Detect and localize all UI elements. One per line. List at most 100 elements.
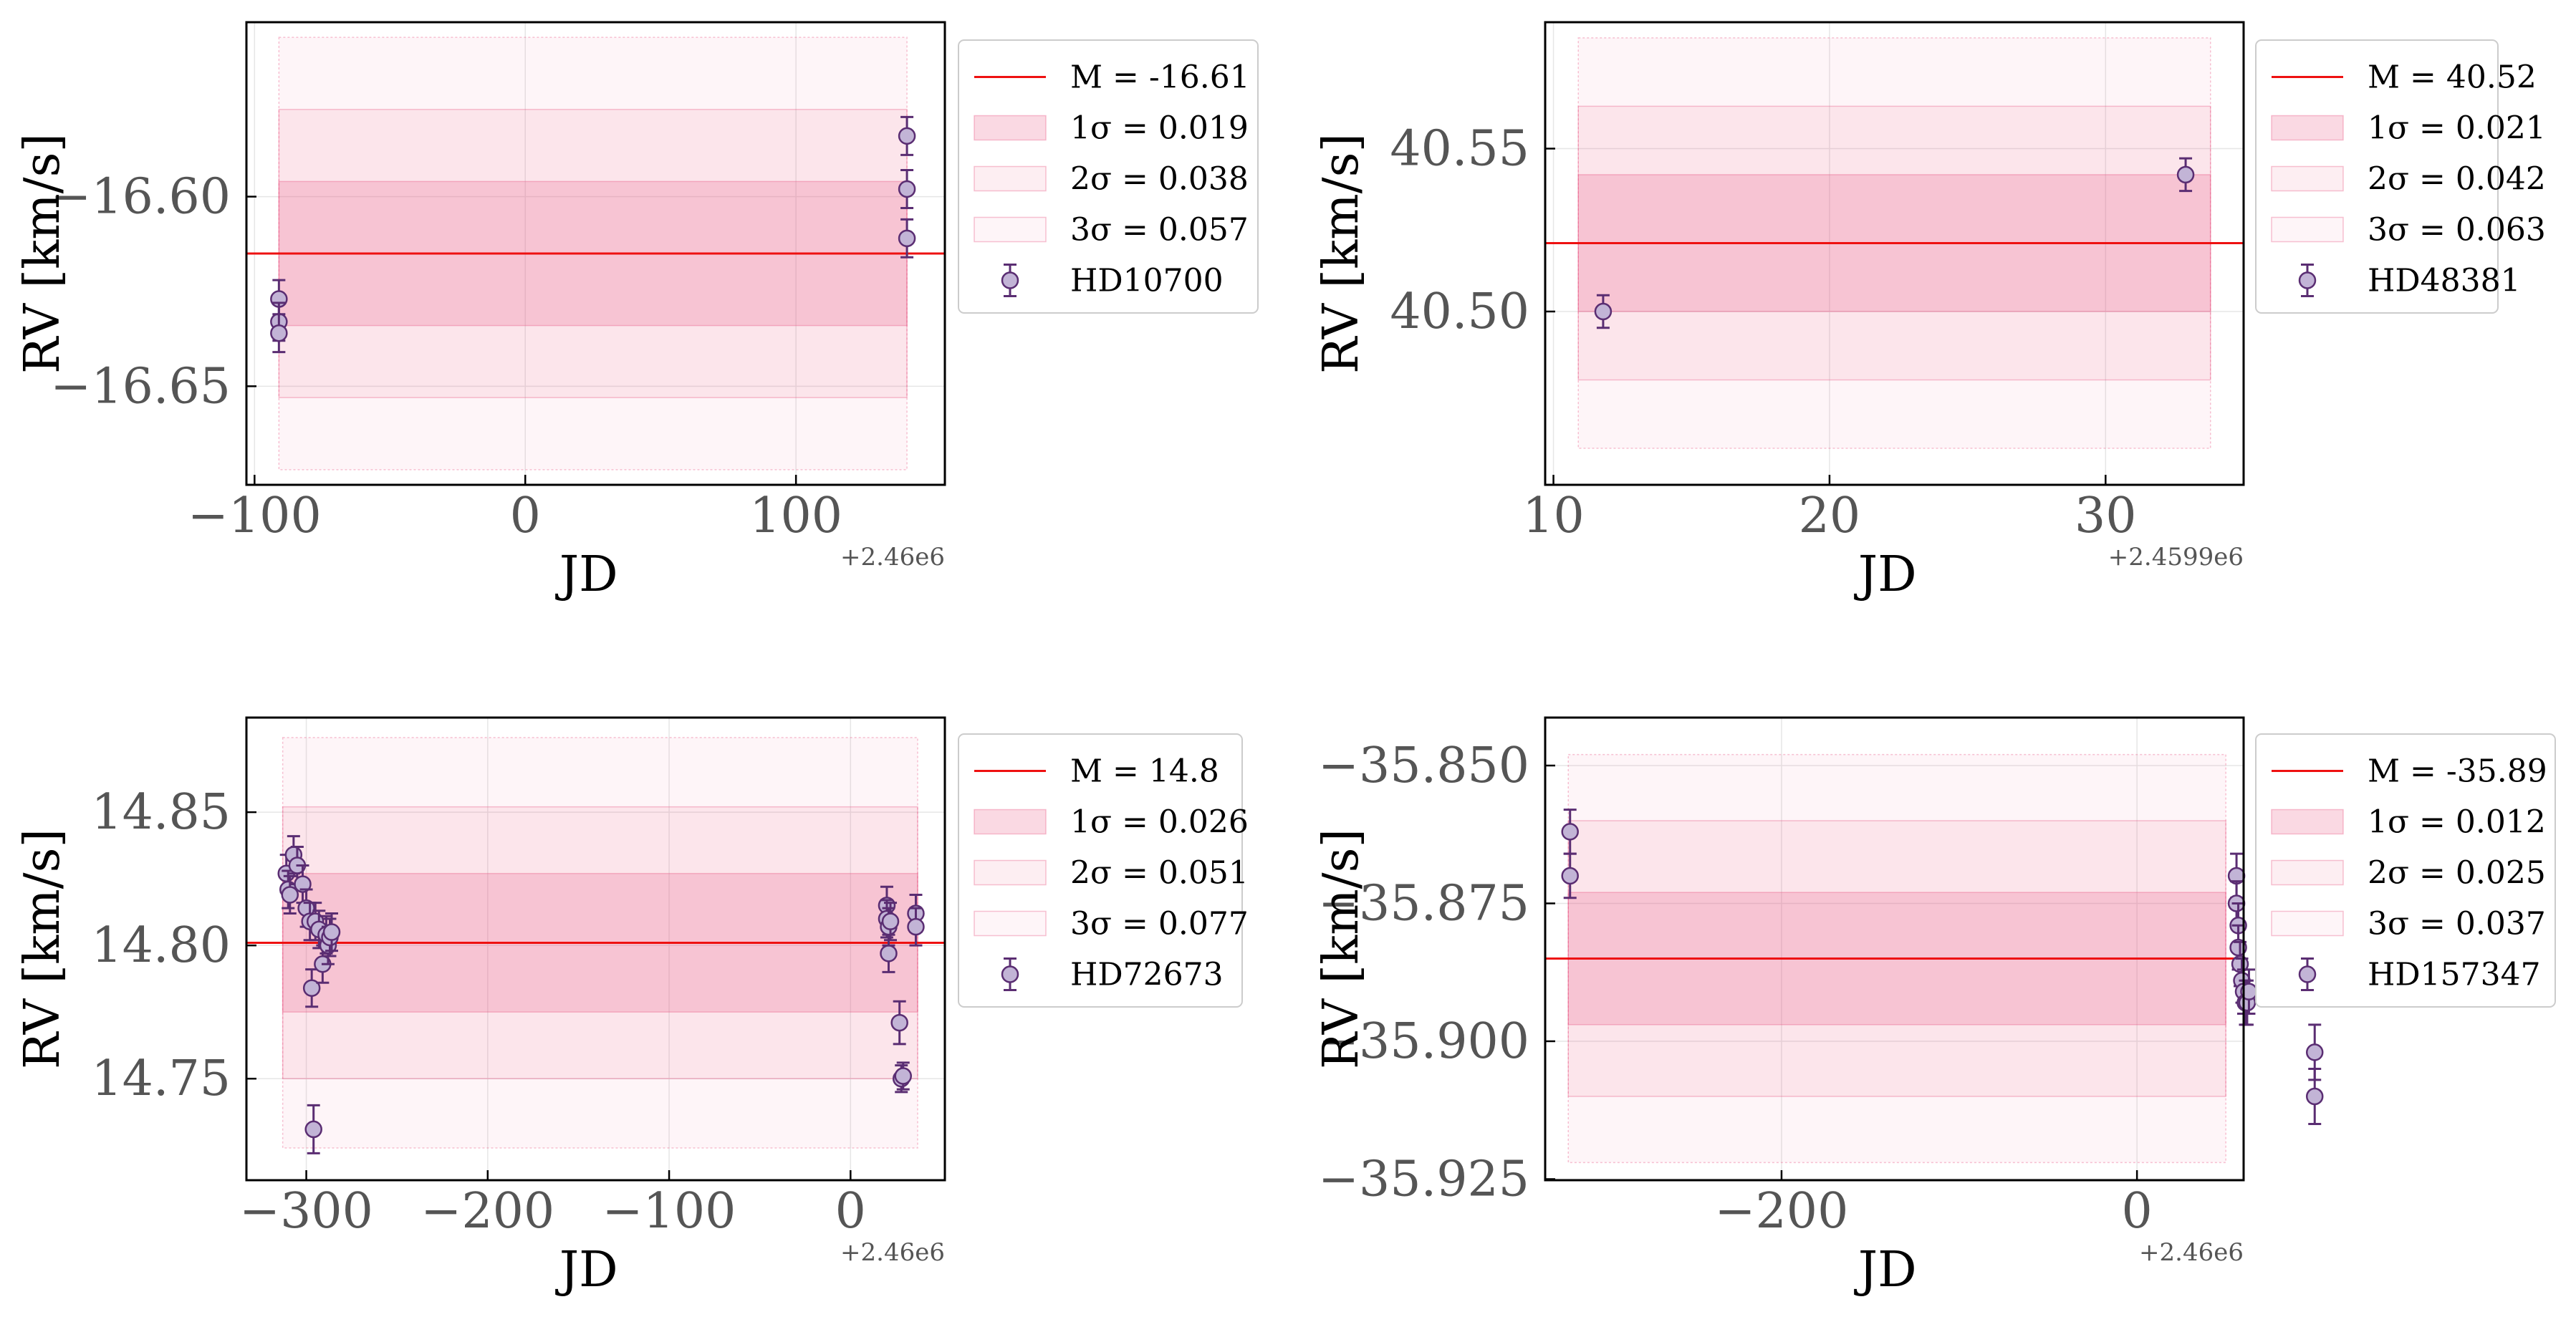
legend-entry: 3σ = 0.057: [1070, 212, 1249, 249]
data-point: [898, 169, 916, 209]
x-axis-label: JD: [555, 546, 618, 603]
legend-box: [958, 39, 1259, 314]
legend-series-handle: [1001, 271, 1019, 289]
y-tick-label: 40.50: [1390, 284, 1529, 340]
legend-box: [2255, 39, 2499, 314]
legend-box: [958, 733, 1243, 1008]
x-tick-label: 10: [1522, 488, 1585, 544]
data-point: [881, 902, 900, 942]
chart-panel-HD72673: −300 −200 −100 0 14.75 14.80 14.85 JD RV [km/s] +…: [14, 716, 1249, 1298]
y-axis-label: RV [km/s]: [1313, 133, 1370, 374]
y-tick-label: −35.925: [1318, 1151, 1529, 1207]
axes-frame: [1544, 21, 2245, 486]
legend: M = -16.61 1σ = 0.019 2σ = 0.038 3σ = 0.057…: [958, 39, 1259, 314]
legend-sigma-handle-3: [974, 216, 1047, 243]
legend-entry: 1σ = 0.021: [2368, 110, 2546, 147]
legend-entry: 2σ = 0.025: [2368, 855, 2546, 892]
legend-sigma-handle-2: [2271, 165, 2344, 192]
legend-entry: 1σ = 0.012: [2368, 804, 2546, 841]
data-point: [898, 115, 916, 156]
data-point: [281, 874, 299, 915]
chart-panel-HD48381: 10 20 30 40.50 40.55 JD RV [km/s] +2.4599e6 M = …: [1313, 21, 2546, 603]
data-point: [1561, 852, 1579, 899]
legend-sigma-handle-3: [2271, 216, 2344, 243]
data-point: [302, 968, 321, 1008]
legend-sigma-handle-1: [2271, 115, 2344, 141]
legend-entry: M = 14.8: [1070, 753, 1219, 790]
data-point: [894, 1061, 913, 1091]
axes-frame: [245, 716, 946, 1182]
legend-entry: M = -16.61: [1070, 59, 1250, 96]
legend-entry: 2σ = 0.038: [1070, 161, 1249, 198]
data-point: [2305, 1067, 2324, 1125]
y-tick-label: 14.80: [91, 917, 231, 974]
x-tick-label: 0: [510, 488, 541, 544]
legend-sigma-handle-1: [2271, 809, 2344, 835]
y-axis-label: RV [km/s]: [1313, 829, 1370, 1069]
data-point: [1594, 294, 1613, 329]
y-axis-label: RV [km/s]: [14, 133, 71, 374]
legend-sigma-handle-3: [2271, 910, 2344, 937]
legend-entry: 1σ = 0.026: [1070, 804, 1249, 841]
data-point: [890, 1000, 908, 1046]
x-axis-label: JD: [555, 1242, 618, 1298]
x-tick-label: −200: [1715, 1183, 1849, 1240]
axes-frame: [245, 21, 946, 486]
x-tick-label: 20: [1799, 488, 1861, 544]
legend: M = 14.8 1σ = 0.026 2σ = 0.051 3σ = 0.077 HD…: [958, 733, 1249, 1008]
chart-panel-HD10700: −100 0 100 −16.65 −16.60 JD RV [km/s] +2.46e6 M …: [14, 21, 1259, 603]
x-tick-label: −100: [188, 488, 322, 544]
x-axis-label: JD: [1854, 546, 1917, 603]
legend: M = -35.89 1σ = 0.012 2σ = 0.025 3σ = 0.037…: [2255, 733, 2556, 1008]
x-tick-label: −100: [602, 1183, 736, 1240]
x-tick-label: 30: [2075, 488, 2137, 544]
data-point: [2176, 157, 2195, 193]
y-tick-label: −35.900: [1318, 1013, 1529, 1070]
chart-panel-HD157347: −200 0 −35.925 −35.900 −35.875 −35.850 JD RV [k…: [1313, 716, 2556, 1298]
x-tick-label: 0: [835, 1183, 866, 1240]
legend-series-handle: [1001, 965, 1019, 983]
x-axis-label: JD: [1854, 1242, 1917, 1298]
y-tick-label: −16.65: [50, 358, 231, 415]
legend-sigma-handle-3: [974, 910, 1047, 937]
data-point: [898, 218, 916, 259]
x-offset-label: +2.46e6: [840, 1238, 945, 1267]
y-axis-label: RV [km/s]: [14, 829, 71, 1069]
legend-entry: 2σ = 0.042: [2368, 161, 2546, 198]
x-offset-label: +2.46e6: [840, 543, 945, 571]
legend-entry: M = 40.52: [2368, 59, 2537, 96]
legend-entry: 3σ = 0.077: [1070, 906, 1249, 942]
legend-entry: HD48381: [2368, 263, 2521, 299]
legend-series-handle: [2298, 271, 2317, 289]
x-offset-label: +2.4599e6: [2108, 543, 2244, 571]
x-offset-label: +2.46e6: [2139, 1238, 2244, 1267]
x-tick-label: −300: [239, 1183, 373, 1240]
legend-sigma-handle-1: [974, 115, 1047, 141]
legend-box: [2255, 733, 2556, 1008]
legend-entry: HD10700: [1070, 263, 1224, 299]
legend-entry: M = -35.89: [2368, 753, 2547, 790]
data-point: [322, 912, 341, 952]
y-tick-label: 40.55: [1390, 121, 1529, 178]
legend-entry: 3σ = 0.063: [2368, 212, 2546, 249]
x-tick-label: 0: [2122, 1183, 2153, 1240]
y-tick-label: −35.850: [1318, 738, 1529, 794]
y-tick-label: 14.85: [91, 784, 231, 841]
legend-series-handle: [2298, 965, 2317, 983]
legend-entry: 2σ = 0.051: [1070, 855, 1249, 892]
legend-sigma-handle-2: [974, 165, 1047, 192]
legend-sigma-handle-2: [2271, 859, 2344, 886]
legend-entry: HD157347: [2368, 957, 2541, 993]
legend-entry: HD72673: [1070, 957, 1224, 993]
y-tick-label: 14.75: [91, 1051, 231, 1107]
y-tick-label: −35.875: [1318, 875, 1529, 932]
data-point: [907, 907, 925, 947]
data-point: [270, 313, 288, 354]
legend: M = 40.52 1σ = 0.021 2σ = 0.042 3σ = 0.063 H…: [2255, 39, 2546, 314]
x-tick-label: −200: [420, 1183, 554, 1240]
legend-sigma-handle-2: [974, 859, 1047, 886]
data-point: [304, 1104, 322, 1154]
y-tick-label: −16.60: [50, 169, 231, 226]
legend-entry: 3σ = 0.037: [2368, 906, 2546, 942]
